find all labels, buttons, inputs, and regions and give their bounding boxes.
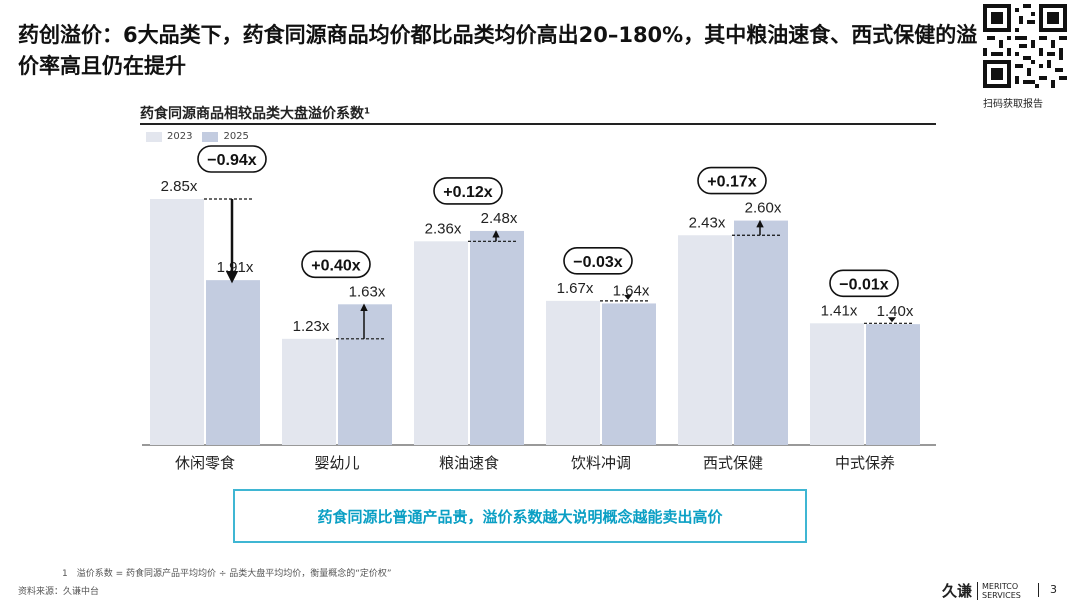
legend-swatch-2023 — [146, 131, 162, 142]
change-label-5: −0.01x — [839, 276, 888, 293]
bar-2025-2 — [470, 230, 524, 445]
qr-caption: 扫码获取报告 — [983, 99, 1043, 110]
category-label-2: 粮油速食 — [439, 454, 499, 472]
change-bubble-1 — [301, 250, 371, 279]
bar-2023-3 — [546, 300, 600, 445]
source-note: 资料来源：久谦中台 — [18, 587, 100, 597]
bar-2025-0 — [206, 280, 260, 445]
legend-item-2023: 2023 — [146, 131, 192, 142]
change-bubble-4 — [697, 166, 767, 195]
change-label-2: +0.12x — [443, 184, 492, 201]
brand-name-cn: 久谦 — [942, 582, 973, 600]
change-bubble-0 — [197, 145, 267, 173]
change-label-3: −0.03x — [573, 254, 622, 271]
value-label-2023-4: 2.43x — [689, 214, 726, 231]
change-arrow-3 — [624, 294, 632, 300]
change-label-0: −0.94x — [207, 152, 256, 169]
legend-item-2025: 2025 — [202, 131, 249, 142]
value-label-2023-3: 1.67x — [557, 280, 594, 297]
legend-swatch-2025 — [202, 131, 219, 142]
change-bubble-2 — [433, 177, 503, 205]
change-bubble-5 — [829, 269, 899, 298]
change-label-4: +0.17x — [707, 174, 756, 191]
value-label-2023-0: 2.85x — [161, 178, 198, 195]
category-label-0: 休闲零食 — [175, 454, 235, 472]
value-label-2025-5: 1.40x — [877, 303, 914, 320]
brand-name-en: MERITCO SERVICES — [977, 581, 1021, 600]
page-divider — [1038, 583, 1039, 597]
value-label-2025-1: 1.63x — [349, 283, 386, 300]
bar-2023-1 — [282, 338, 336, 445]
bar-2023-2 — [414, 241, 468, 445]
brand-logo: 久谦 MERITCO SERVICES — [942, 580, 1021, 601]
qr-code-icon — [983, 4, 1067, 88]
chart-legend: 2023 2025 — [146, 131, 259, 142]
title-divider — [140, 123, 936, 125]
footnote: 1 溢价系数 = 药食同源产品平均均价 ÷ 品类大盘平均均价，衡量概念的“定价权… — [62, 569, 392, 579]
category-label-3: 饮料冲调 — [571, 454, 631, 472]
bar-2023-4 — [678, 235, 732, 445]
legend-label-2025: 2025 — [223, 131, 249, 142]
slide-headline: 药创溢价：6大品类下，药食同源商品均价都比品类均价高出20–180%，其中粮油速… — [18, 23, 978, 78]
category-label-5: 中式保养 — [835, 454, 895, 472]
category-label-1: 婴幼儿 — [314, 454, 359, 472]
category-label-4: 西式保健 — [703, 454, 763, 472]
bar-2023-5 — [810, 323, 864, 445]
brand-en-line1: MERITCO — [982, 581, 1019, 591]
value-label-2025-0: 1.91x — [217, 259, 254, 276]
bar-2023-0 — [150, 199, 204, 445]
value-label-2023-5: 1.41x — [821, 302, 858, 319]
chart-title: 药食同源商品相较品类大盘溢价系数¹ — [140, 106, 371, 122]
value-label-2025-4: 2.60x — [745, 200, 782, 217]
callout-box: 药食同源比普通产品贵，溢价系数越大说明概念越能卖出高价 — [233, 489, 807, 543]
value-label-2025-2: 2.48x — [481, 210, 518, 227]
bar-2025-4 — [734, 220, 788, 445]
change-bubble-3 — [563, 247, 633, 275]
change-arrow-5 — [888, 317, 896, 323]
value-label-2025-3: 1.64x — [613, 282, 650, 299]
bar-2025-5 — [866, 324, 920, 445]
bar-2025-1 — [338, 304, 392, 445]
value-label-2023-1: 1.23x — [293, 318, 330, 335]
page-number: 3 — [1050, 583, 1057, 596]
brand-en-line2: SERVICES — [982, 590, 1021, 600]
value-label-2023-2: 2.36x — [425, 220, 462, 237]
bar-2025-3 — [602, 303, 656, 445]
legend-label-2023: 2023 — [167, 131, 193, 142]
change-label-1: +0.40x — [311, 257, 360, 274]
